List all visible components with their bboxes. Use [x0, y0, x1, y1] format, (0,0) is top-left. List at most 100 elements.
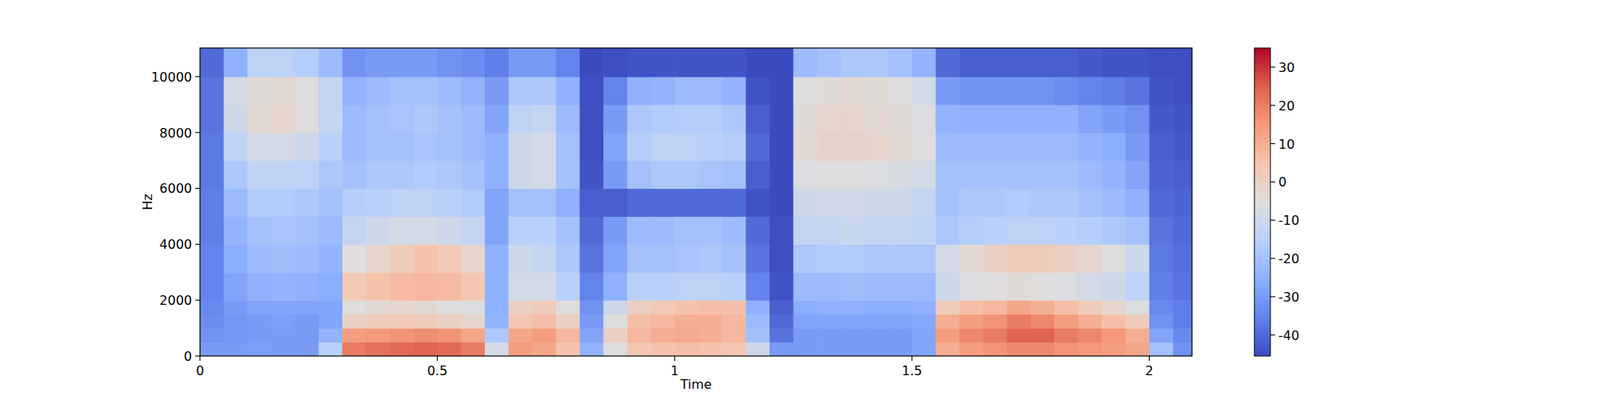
- cell: [224, 160, 248, 190]
- cell: [912, 76, 936, 106]
- cell: [888, 300, 912, 315]
- cell: [1125, 314, 1150, 329]
- cell: [580, 160, 604, 190]
- cell: [745, 314, 770, 329]
- cell: [959, 48, 984, 77]
- cell: [983, 48, 1008, 77]
- cell: [816, 272, 841, 301]
- cell: [698, 300, 723, 315]
- cell: [912, 104, 936, 134]
- colorbar-tick-label: 10: [1278, 136, 1295, 152]
- cell: [1125, 76, 1150, 106]
- cell: [460, 48, 485, 77]
- cell: [745, 76, 770, 106]
- cell: [864, 188, 889, 217]
- cell: [556, 216, 580, 245]
- cell: [627, 104, 652, 134]
- cell: [745, 48, 770, 77]
- x-tick: [199, 356, 200, 361]
- cell: [295, 342, 320, 356]
- cell: [627, 272, 652, 301]
- cell: [864, 76, 889, 106]
- cell: [295, 104, 320, 134]
- cell: [674, 188, 699, 217]
- cell: [816, 132, 841, 162]
- cell: [959, 132, 984, 162]
- cell: [247, 328, 272, 343]
- cell: [1030, 132, 1055, 162]
- cell: [318, 216, 343, 245]
- cell: [366, 272, 391, 301]
- cell: [247, 342, 272, 356]
- cell: [413, 188, 438, 217]
- x-tick: [1148, 356, 1150, 361]
- cell: [460, 328, 485, 343]
- cell: [271, 300, 296, 315]
- cell: [936, 132, 960, 162]
- cell: [1054, 300, 1079, 315]
- cell: [627, 216, 652, 245]
- cell: [1125, 272, 1150, 301]
- cell: [532, 132, 556, 162]
- cell: [627, 188, 652, 217]
- cell: [247, 188, 272, 217]
- cell: [580, 342, 604, 356]
- cell: [627, 76, 652, 106]
- cell: [983, 160, 1008, 190]
- cell: [342, 328, 367, 343]
- cell: [224, 244, 248, 273]
- cell: [1030, 272, 1055, 301]
- cell: [793, 216, 818, 245]
- cell: [295, 328, 320, 343]
- cell: [840, 342, 865, 356]
- cell: [437, 188, 462, 217]
- cell: [1007, 160, 1032, 190]
- cell: [532, 244, 556, 273]
- cell: [460, 76, 485, 106]
- cell: [959, 244, 984, 273]
- colorbar-tick-label: -40: [1278, 328, 1300, 344]
- cell: [1007, 76, 1032, 106]
- cell: [1101, 76, 1126, 106]
- cell: [651, 188, 676, 217]
- x-axis-label: Time: [679, 376, 712, 392]
- cell: [200, 244, 224, 273]
- cell: [318, 160, 343, 190]
- cell: [200, 76, 224, 106]
- cell: [342, 300, 367, 315]
- cell: [1030, 342, 1055, 356]
- cell: [840, 76, 865, 106]
- cell: [295, 216, 320, 245]
- colorbar-tick: [1270, 220, 1276, 221]
- cell: [318, 342, 343, 356]
- cell: [200, 132, 224, 162]
- cell: [224, 216, 248, 245]
- cell: [888, 216, 912, 245]
- cell: [366, 160, 391, 190]
- cell: [1078, 160, 1103, 190]
- cell: [983, 104, 1008, 134]
- cell: [793, 314, 818, 329]
- cell: [484, 132, 509, 162]
- cell: [460, 272, 485, 301]
- cell: [627, 342, 652, 356]
- cell: [793, 132, 818, 162]
- cell: [983, 188, 1008, 217]
- cell: [484, 76, 509, 106]
- colorbar-tick: [1270, 181, 1276, 183]
- cell: [413, 48, 438, 77]
- cell: [840, 160, 865, 190]
- cell: [1030, 188, 1055, 217]
- cell: [224, 300, 248, 315]
- cell: [816, 76, 841, 106]
- cell: [413, 272, 438, 301]
- cell: [745, 216, 770, 245]
- cell: [413, 328, 438, 343]
- cell: [627, 160, 652, 190]
- cell: [959, 300, 984, 315]
- cell: [437, 300, 462, 315]
- cell: [437, 342, 462, 356]
- cell: [580, 244, 604, 273]
- cell: [983, 314, 1008, 329]
- cell: [1172, 328, 1192, 343]
